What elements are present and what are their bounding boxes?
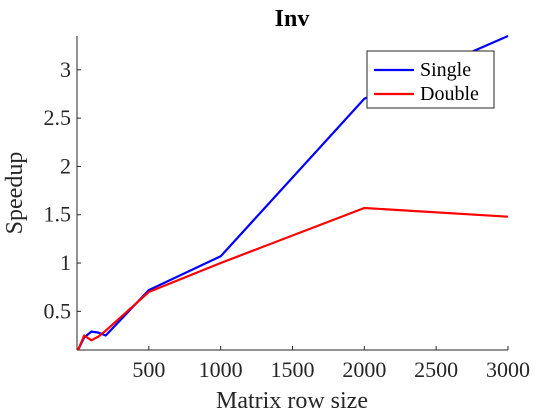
y-tick-label: 1 (60, 250, 71, 275)
x-tick-label: 1500 (271, 357, 315, 382)
x-tick-label: 2500 (414, 357, 458, 382)
plot-area: 500 1000 1500 2000 2500 3000 0.5 1 1.5 2 2.5 3 (44, 34, 530, 382)
chart-title: Inv (275, 6, 310, 32)
y-axis-title: Speedup (2, 152, 28, 235)
x-tick-label: 1000 (199, 357, 243, 382)
y-ticks: 0.5 1 1.5 2 2.5 3 (44, 57, 81, 323)
series-line-single (77, 34, 509, 351)
legend-box (366, 50, 495, 109)
y-tick-label: 0.5 (44, 298, 72, 323)
legend-label-double: Double (420, 83, 479, 105)
series-line-double (77, 206, 509, 351)
x-ticks: 500 1000 1500 2000 2500 3000 (132, 346, 530, 382)
x-axis-title: Matrix row size (216, 388, 368, 414)
x-tick-label: 3000 (486, 357, 530, 382)
x-tick-label: 500 (132, 357, 165, 382)
legend-label-single: Single (420, 59, 471, 81)
y-tick-label: 1.5 (44, 202, 72, 227)
series-lines (77, 34, 509, 351)
x-tick-label: 2000 (342, 357, 386, 382)
y-tick-label: 2 (60, 153, 71, 178)
y-tick-label: 3 (60, 57, 71, 82)
y-tick-label: 2.5 (44, 105, 72, 130)
